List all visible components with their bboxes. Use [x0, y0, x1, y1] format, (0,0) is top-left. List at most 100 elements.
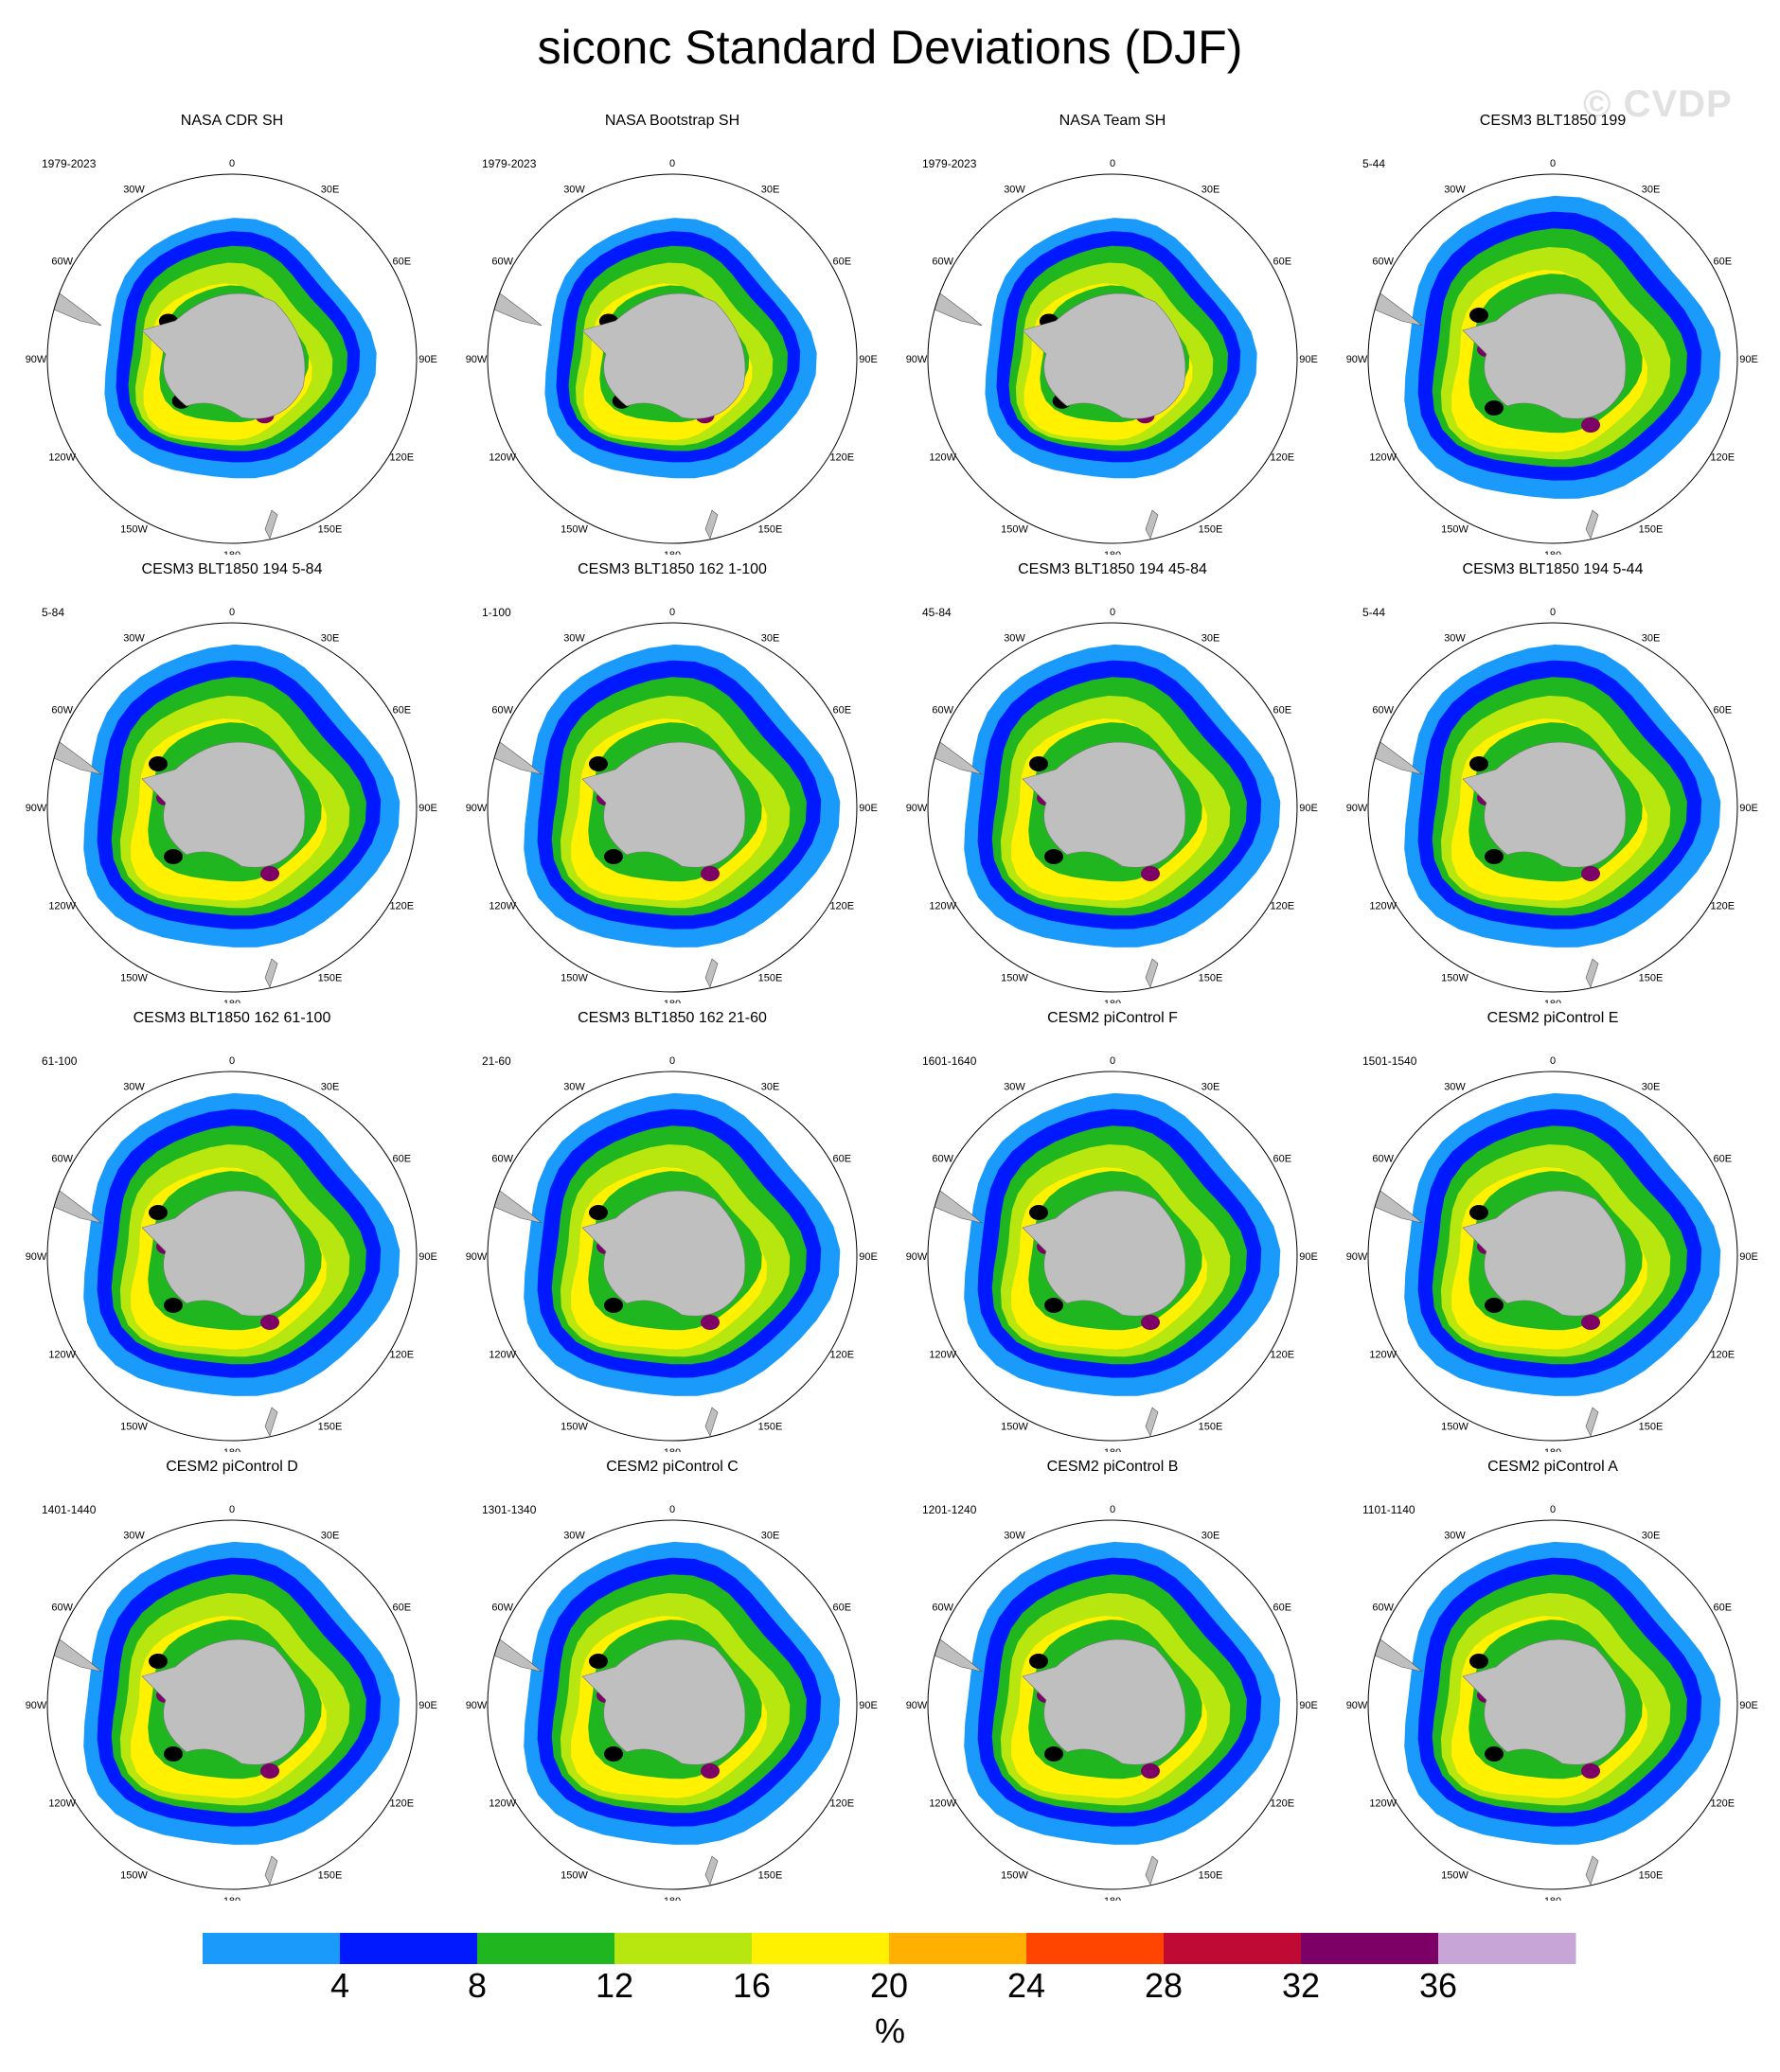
- longitude-label: 120W: [48, 452, 76, 464]
- polar-map: 0 30E 60E 90E 120E 150E 180 150W 120W 90W 60W 30W: [26, 158, 437, 555]
- longitude-label: 0: [1110, 1055, 1115, 1067]
- map-border: [927, 622, 1298, 993]
- colorbar-tick-label: 36: [1418, 1966, 1458, 2005]
- longitude-label: 150W: [1001, 523, 1028, 535]
- map-panel: NASA Bootstrap SH 1979-2023 0 30E 60E 90E 120E…: [450, 112, 895, 560]
- panel-period: 1979-2023: [922, 157, 977, 170]
- longitude-label: 120E: [389, 901, 414, 912]
- longitude-label: 60W: [491, 1154, 513, 1165]
- longitude-label: 30E: [1202, 633, 1220, 645]
- variability-hotspot: [1581, 417, 1600, 433]
- variability-hotspot: [260, 866, 279, 881]
- panel-title: CESM3 BLT1850 199: [1479, 113, 1627, 129]
- longitude-label: 180: [223, 550, 240, 555]
- longitude-label: 90E: [418, 1251, 437, 1263]
- antarctica-landmass: [141, 1190, 306, 1317]
- longitude-label: 180: [1544, 550, 1561, 555]
- longitude-label: 150W: [561, 1421, 588, 1432]
- map-border: [46, 1519, 418, 1890]
- panel-period: 5-44: [1362, 157, 1386, 170]
- longitude-label: 180: [664, 999, 681, 1003]
- longitude-label: 90W: [906, 354, 928, 365]
- antarctica-landmass: [1462, 292, 1627, 419]
- longitude-label: 30E: [321, 633, 340, 645]
- new-zealand-landmass: [1585, 958, 1599, 988]
- longitude-label: 120W: [929, 1350, 956, 1361]
- polar-map: 0 30E 60E 90E 120E 150E 180 150W 120W 90W 60W 30W: [1346, 158, 1758, 555]
- longitude-label: 30W: [123, 185, 145, 196]
- variability-hotspot: [1469, 756, 1488, 771]
- longitude-label: 120W: [1369, 452, 1397, 464]
- longitude-label: 60E: [1714, 1603, 1733, 1614]
- map-panel: CESM3 BLT1850 199 5-44 0 30E 60E 90E 120E 150E 1…: [1330, 112, 1775, 560]
- variability-hotspot: [164, 849, 183, 864]
- longitude-label: 120E: [1710, 1350, 1735, 1361]
- colorbar-units: %: [874, 2011, 906, 2050]
- longitude-label: 30E: [321, 1082, 340, 1093]
- polar-map: 0 30E 60E 90E 120E 150E 180 150W 120W 90W 60W 30W: [26, 1504, 437, 1901]
- variability-hotspot: [1581, 1315, 1600, 1330]
- longitude-label: 90E: [859, 803, 878, 814]
- panel-title: CESM3 BLT1850 194 5-44: [1462, 561, 1644, 577]
- polar-map: 0 30E 60E 90E 120E 150E 180 150W 120W 90W 60W 30W: [1346, 1504, 1758, 1901]
- longitude-label: 120W: [48, 901, 76, 912]
- variability-hotspot: [589, 1654, 608, 1669]
- polar-map: 0 30E 60E 90E 120E 150E 180 150W 120W 90W 60W 30W: [466, 1055, 878, 1452]
- map-panel: CESM3 BLT1850 162 61-100 61-100 0 30E 60E 90E…: [9, 1009, 454, 1458]
- longitude-label: 180: [664, 1896, 681, 1901]
- variability-hotspot: [1141, 1315, 1160, 1330]
- longitude-label: 30W: [123, 633, 145, 645]
- longitude-label: 180: [223, 999, 240, 1003]
- polar-map: 0 30E 60E 90E 120E 150E 180 150W 120W 90W 60W 30W: [906, 1504, 1318, 1901]
- panel-period: 1301-1340: [482, 1503, 537, 1516]
- new-zealand-landmass: [264, 1855, 278, 1886]
- new-zealand-landmass: [1145, 1855, 1159, 1886]
- longitude-label: 120E: [389, 1798, 414, 1810]
- longitude-label: 60W: [51, 257, 73, 268]
- longitude-label: 120E: [829, 1350, 854, 1361]
- longitude-label: 180: [1104, 1896, 1121, 1901]
- longitude-label: 120W: [929, 452, 956, 464]
- map-panel: NASA Team SH 1979-2023 0 30E 60E 90E 120E 150E 1…: [890, 112, 1335, 560]
- antarctica-landmass: [1022, 292, 1186, 419]
- longitude-label: 150E: [1199, 972, 1223, 983]
- map-panel: CESM2 piControl B 1201-1240 0 30E 60E 90E 120E…: [890, 1458, 1335, 1906]
- longitude-label: 60W: [1372, 705, 1394, 717]
- longitude-label: 60E: [833, 1603, 852, 1614]
- new-zealand-landmass: [704, 1407, 719, 1437]
- map-border: [1367, 622, 1738, 993]
- antarctica-landmass: [1462, 1190, 1627, 1317]
- longitude-label: 150W: [1001, 1421, 1028, 1432]
- south-america-landmass: [928, 287, 983, 327]
- longitude-label: 60W: [491, 705, 513, 717]
- polar-map: 0 30E 60E 90E 120E 150E 180 150W 120W 90W 60W 30W: [26, 607, 437, 1003]
- longitude-label: 60W: [1372, 257, 1394, 268]
- longitude-label: 0: [669, 158, 675, 169]
- longitude-label: 60E: [1273, 705, 1292, 717]
- longitude-label: 0: [669, 607, 675, 618]
- longitude-label: 90W: [466, 803, 488, 814]
- longitude-label: 30E: [761, 633, 780, 645]
- longitude-label: 30W: [563, 1531, 585, 1542]
- panel-title: CESM2 piControl B: [1046, 1459, 1179, 1475]
- longitude-label: 90W: [26, 1251, 47, 1263]
- new-zealand-landmass: [1145, 1407, 1159, 1437]
- longitude-label: 180: [664, 550, 681, 555]
- longitude-label: 90E: [1299, 1700, 1318, 1711]
- map-panel: CESM3 BLT1850 194 45-84 45-84 0 30E 60E 90E 12…: [890, 560, 1335, 1009]
- longitude-label: 0: [229, 607, 235, 618]
- panel-period: 45-84: [922, 606, 952, 619]
- panel-period: 1501-1540: [1362, 1054, 1417, 1068]
- map-border: [487, 1519, 858, 1890]
- new-zealand-landmass: [704, 958, 719, 988]
- map-border: [927, 1071, 1298, 1442]
- variability-hotspot: [1485, 849, 1504, 864]
- longitude-label: 120E: [1710, 452, 1735, 464]
- variability-hotspot: [1029, 1205, 1048, 1220]
- longitude-label: 60E: [393, 257, 412, 268]
- longitude-label: 120E: [1270, 452, 1294, 464]
- longitude-label: 30W: [1444, 633, 1466, 645]
- longitude-label: 90W: [906, 1700, 928, 1711]
- longitude-label: 60W: [932, 257, 953, 268]
- longitude-label: 150E: [318, 523, 343, 535]
